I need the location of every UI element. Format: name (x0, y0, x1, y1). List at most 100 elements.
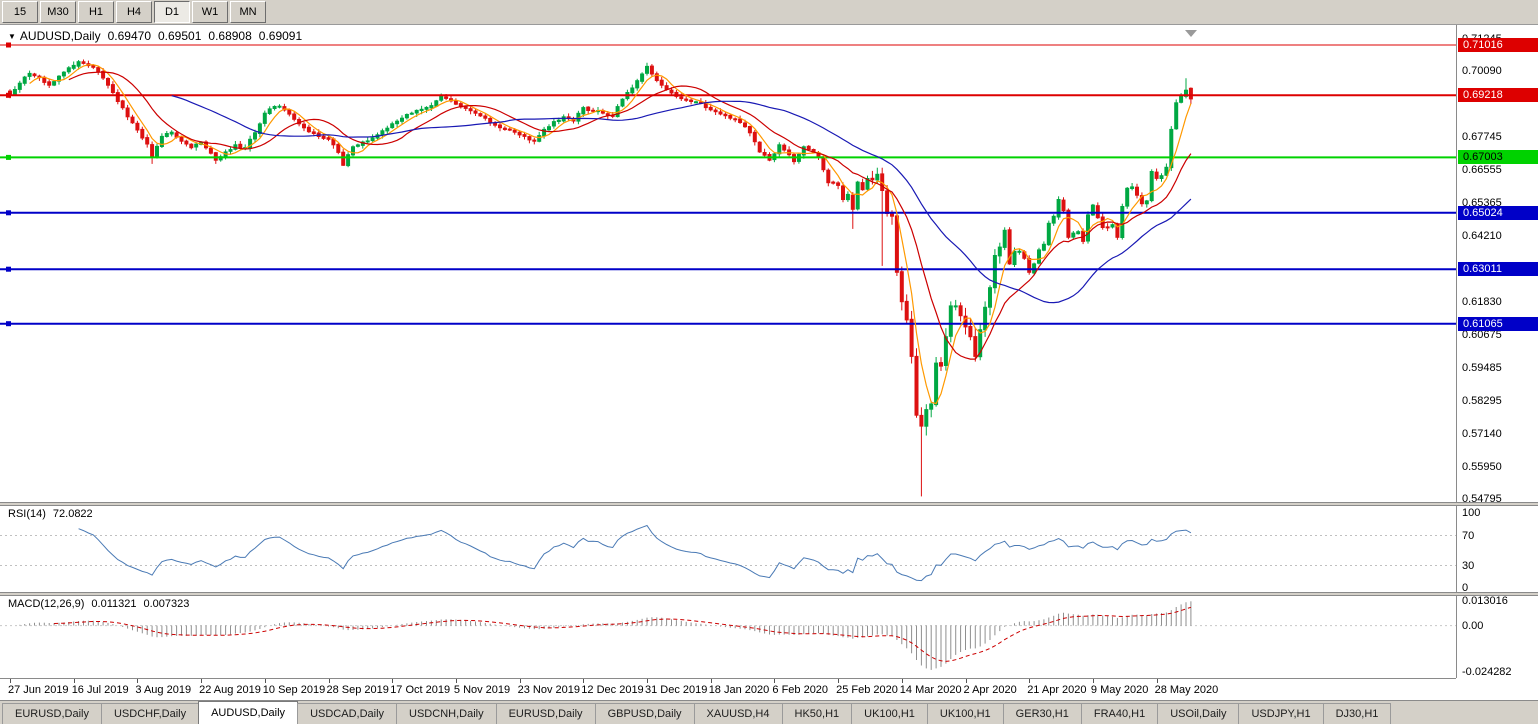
hline-price-badge: 0.67003 (1458, 150, 1538, 165)
timeframe-button-m30[interactable]: M30 (40, 1, 76, 23)
price-axis-label: 0.59485 (1462, 362, 1502, 374)
timeframe-button-mn[interactable]: MN (230, 1, 266, 23)
time-axis-tick (583, 679, 585, 683)
chart-tab-uk100-h1[interactable]: UK100,H1 (926, 703, 1004, 724)
time-axis-tick (1092, 679, 1094, 683)
time-axis-label: 18 Jan 2020 (708, 684, 770, 696)
chart-tab-audusd-daily[interactable]: AUDUSD,Daily (198, 701, 299, 724)
hline-left-handle[interactable] (6, 92, 11, 98)
time-axis-label: 9 May 2020 (1090, 684, 1149, 696)
chart-tab-fra40-h1[interactable]: FRA40,H1 (1080, 703, 1159, 724)
rsi-pane[interactable] (0, 506, 1456, 592)
time-axis-tick (901, 679, 903, 683)
price-axis-label: 0.58295 (1462, 395, 1502, 408)
time-axis-label: 22 Aug 2019 (199, 684, 261, 696)
hline-left-handle[interactable] (6, 210, 11, 216)
time-axis-tick (647, 679, 648, 683)
time-axis-tick (328, 679, 330, 683)
price-axis: 0.712450.700900.677450.665550.653650.642… (1456, 25, 1538, 678)
macd-signal-line (54, 606, 1192, 662)
pane-separator[interactable] (0, 592, 1538, 596)
time-axis-tick (201, 679, 203, 683)
ohlc-high: 0.69501 (158, 29, 202, 43)
chart-tab-usdcnh-daily[interactable]: USDCNH,Daily (396, 703, 497, 724)
hline-price-badge: 0.69218 (1458, 88, 1538, 103)
timeframe-button-d1[interactable]: D1 (154, 1, 190, 23)
time-axis-label: 14 Mar 2020 (899, 684, 962, 696)
rsi-axis-label: 70 (1462, 529, 1475, 542)
chart-tab-usdcad-daily[interactable]: USDCAD,Daily (297, 703, 398, 724)
time-axis-label: 25 Feb 2020 (836, 684, 898, 696)
rsi-axis-label: 100 (1462, 507, 1481, 519)
chart-tab-hk50-h1[interactable]: HK50,H1 (781, 703, 853, 724)
chart-symbol: AUDUSD,Daily (19, 29, 101, 43)
time-axis-label: 17 Oct 2019 (390, 684, 451, 696)
ma-slow-line (171, 95, 1192, 304)
time-axis-tick (10, 679, 11, 683)
hline-left-handle[interactable] (6, 42, 11, 48)
timeframe-button-w1[interactable]: W1 (192, 1, 228, 23)
pane-separator[interactable] (0, 502, 1538, 506)
rsi-value: 72.0822 (52, 508, 93, 520)
time-axis-label: 10 Sep 2019 (262, 684, 326, 696)
chart-tab-xauusd-h4[interactable]: XAUUSD,H4 (693, 703, 783, 724)
rsi-axis-label: 30 (1462, 559, 1475, 572)
price-axis-label: 0.70090 (1462, 64, 1502, 77)
macd-pane[interactable] (0, 596, 1456, 678)
time-axis-tick (264, 679, 266, 683)
chart-tab-usoil-daily[interactable]: USOil,Daily (1157, 703, 1240, 724)
macd-main-value: 0.011321 (91, 598, 137, 610)
chart-tab-eurusd-daily[interactable]: EURUSD,Daily (2, 703, 102, 724)
time-axis-tick (73, 679, 75, 683)
rsi-line (78, 524, 1192, 582)
chart-header: ▼ AUDUSD,Daily 0.69470 0.69501 0.68908 0.6909… (8, 29, 302, 43)
time-axis-tick (838, 679, 840, 683)
chart-tab-gbpusd-daily[interactable]: GBPUSD,Daily (594, 703, 695, 724)
price-axis-label: 0.64210 (1462, 229, 1502, 242)
time-axis-label: 28 Sep 2019 (326, 684, 389, 696)
price-axis-label: 0.67745 (1462, 130, 1502, 143)
macd-axis-label: -0.024282 (1462, 665, 1512, 678)
price-axis-label: 0.61830 (1462, 296, 1502, 309)
chart-menu-arrow-icon[interactable]: ▼ (8, 32, 16, 41)
price-axis-label: 0.55950 (1462, 461, 1502, 473)
chart-tab-usdchf-daily[interactable]: USDCHF,Daily (100, 703, 200, 724)
hline-left-handle[interactable] (6, 266, 11, 272)
time-axis-label: 31 Dec 2019 (645, 684, 708, 696)
main-chart[interactable] (0, 26, 1456, 502)
chart-tab-dj30-h1[interactable]: DJ30,H1 (1322, 703, 1392, 724)
time-axis-tick (774, 679, 776, 683)
hline-left-handle[interactable] (6, 321, 11, 327)
timeframe-button-h1[interactable]: H1 (78, 1, 114, 23)
rsi-header: RSI(14) 72.0822 (8, 508, 93, 520)
chart-shift-marker-icon[interactable] (1185, 30, 1197, 37)
chart-tab-eurusd-daily[interactable]: EURUSD,Daily (495, 703, 596, 724)
macd-signal-value: 0.007323 (143, 598, 190, 610)
chart-tab-uk100-h1[interactable]: UK100,H1 (851, 703, 928, 724)
time-axis-tick (1156, 679, 1158, 683)
timeframe-toolbar: 15 M30 H1 H4 D1 W1 MN (0, 0, 1538, 25)
hline-price-badge: 0.61065 (1458, 316, 1538, 331)
chart-tab-ger30-h1[interactable]: GER30,H1 (1002, 703, 1082, 724)
ohlc-low: 0.68908 (208, 29, 252, 43)
hline-left-handle[interactable] (6, 154, 11, 160)
time-axis-label: 12 Dec 2019 (581, 684, 644, 696)
time-axis-label: 21 Apr 2020 (1027, 684, 1087, 696)
time-axis-tick (455, 679, 457, 683)
time-axis-tick (710, 679, 712, 683)
timeframe-button-15[interactable]: 15 (2, 1, 38, 23)
macd-header: MACD(12,26,9) 0.011321 0.007323 (8, 598, 189, 610)
chart-tab-usdjpy-h1[interactable]: USDJPY,H1 (1238, 703, 1324, 724)
hline-price-badge: 0.63011 (1458, 262, 1538, 277)
rsi-axis-label: 0 (1462, 582, 1469, 594)
chart-tab-bar: EURUSD,Daily USDCHF,Daily AUDUSD,Daily USDC… (0, 700, 1538, 724)
time-axis-tick (519, 679, 521, 683)
price-axis-label: 0.57140 (1462, 427, 1502, 440)
time-axis-tick (137, 679, 139, 683)
time-axis-label: 16 Jul 2019 (71, 684, 129, 696)
rsi-label: RSI(14) (8, 508, 46, 520)
macd-axis-label: 0.00 (1462, 619, 1484, 632)
time-axis-label: 23 Nov 2019 (517, 684, 580, 696)
timeframe-button-h4[interactable]: H4 (116, 1, 152, 23)
